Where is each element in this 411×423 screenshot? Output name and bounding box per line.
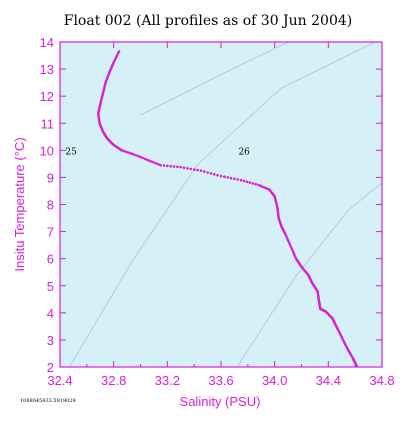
- data-point: [143, 157, 147, 161]
- data-point: [206, 171, 209, 174]
- data-point: [242, 179, 246, 183]
- isopycnal-labels: 25 26: [65, 148, 250, 158]
- data-point: [219, 174, 223, 178]
- data-point: [152, 161, 156, 164]
- x-tick-label: 33.6: [208, 373, 233, 388]
- data-point: [223, 175, 226, 178]
- x-tick-label: 32.4: [47, 373, 72, 388]
- data-point: [293, 255, 297, 258]
- data-point: [182, 166, 186, 169]
- y-axis-ticks: 2 3 4 5 6 7 8 9 10 11 12 13 14: [40, 35, 382, 375]
- x-tick-label: 32.8: [101, 373, 126, 388]
- data-point: [216, 173, 219, 177]
- data-point: [284, 233, 287, 236]
- x-axis-ticks: 32.4 32.8 33.2 33.6 34.0 34.4 34.8: [47, 42, 395, 388]
- data-point: [137, 154, 140, 158]
- data-point: [293, 253, 296, 256]
- x-axis-label: Salinity (PSU): [180, 394, 261, 409]
- data-point: [285, 235, 288, 238]
- data-point: [134, 154, 138, 157]
- footnote-id: 1088645433.5919028: [20, 398, 76, 404]
- data-point: [287, 241, 291, 244]
- data-point: [209, 172, 213, 175]
- y-tick-label: 11: [41, 116, 55, 131]
- data-point: [166, 164, 169, 168]
- data-point: [169, 164, 172, 168]
- data-point: [239, 178, 243, 182]
- data-point: [285, 237, 289, 240]
- y-tick-label: 8: [47, 198, 54, 213]
- x-tick-label: 33.2: [155, 373, 180, 388]
- data-point: [202, 170, 206, 173]
- data-point: [132, 153, 136, 156]
- y-tick-label: 9: [47, 170, 54, 185]
- data-point: [128, 151, 132, 155]
- data-point: [290, 247, 294, 250]
- data-point: [226, 176, 229, 179]
- data-point: [176, 165, 179, 169]
- isopycnal-line-2: [236, 182, 383, 368]
- data-point: [154, 162, 158, 165]
- data-point: [159, 163, 162, 167]
- isopycnal-line-3: [140, 41, 289, 116]
- y-tick-label: 10: [40, 143, 54, 158]
- data-series: [96, 50, 358, 367]
- data-point: [130, 152, 134, 155]
- data-point: [157, 163, 160, 166]
- data-point: [139, 155, 142, 159]
- data-point: [292, 251, 295, 254]
- data-point: [229, 176, 233, 180]
- data-point: [199, 169, 203, 172]
- data-point: [248, 181, 252, 184]
- y-axis-label: Insitu Temperature (°C): [12, 137, 27, 271]
- data-point: [286, 239, 290, 242]
- plot-frame: [59, 41, 383, 368]
- y-tick-label: 3: [47, 333, 54, 348]
- isopycnal-label-2: 26: [238, 148, 250, 158]
- y-tick-label: 14: [40, 35, 54, 50]
- x-tick-label: 34.8: [369, 373, 394, 388]
- data-point: [254, 182, 257, 186]
- data-point: [192, 168, 196, 171]
- isopycnal-line-1: [69, 41, 376, 368]
- data-point: [124, 150, 127, 153]
- data-point: [189, 167, 193, 171]
- data-point: [179, 165, 182, 169]
- isopycnal-lines: [69, 41, 383, 368]
- data-point: [233, 177, 236, 181]
- chart-title: Float 002 (All profiles as of 30 Jun 200…: [64, 13, 353, 29]
- data-point: [120, 149, 123, 152]
- data-point: [126, 151, 130, 154]
- y-tick-label: 7: [47, 225, 54, 240]
- y-tick-label: 13: [40, 62, 54, 77]
- x-tick-label: 34.4: [316, 373, 341, 388]
- y-tick-label: 12: [40, 89, 54, 104]
- data-point: [236, 178, 240, 181]
- data-point: [245, 180, 249, 184]
- data-point: [162, 164, 166, 167]
- y-tick-label: 2: [47, 360, 54, 375]
- isopycnal-label-1: 25: [65, 148, 77, 158]
- data-point: [145, 158, 149, 162]
- data-point: [141, 156, 144, 160]
- y-tick-label: 6: [47, 252, 54, 267]
- data-point: [251, 182, 255, 185]
- data-point: [288, 243, 292, 246]
- y-tick-label: 4: [47, 306, 54, 321]
- data-point: [148, 159, 151, 162]
- data-point: [172, 165, 176, 168]
- data-point: [289, 245, 293, 248]
- x-tick-label: 34.0: [262, 373, 287, 388]
- data-point: [122, 149, 125, 153]
- data-point: [291, 249, 294, 252]
- data-point: [355, 364, 358, 367]
- data-point: [150, 160, 153, 163]
- data-point: [213, 173, 216, 176]
- plot-area: [60, 42, 382, 367]
- data-point: [186, 167, 189, 170]
- data-point: [196, 168, 199, 172]
- y-tick-label: 5: [47, 279, 54, 294]
